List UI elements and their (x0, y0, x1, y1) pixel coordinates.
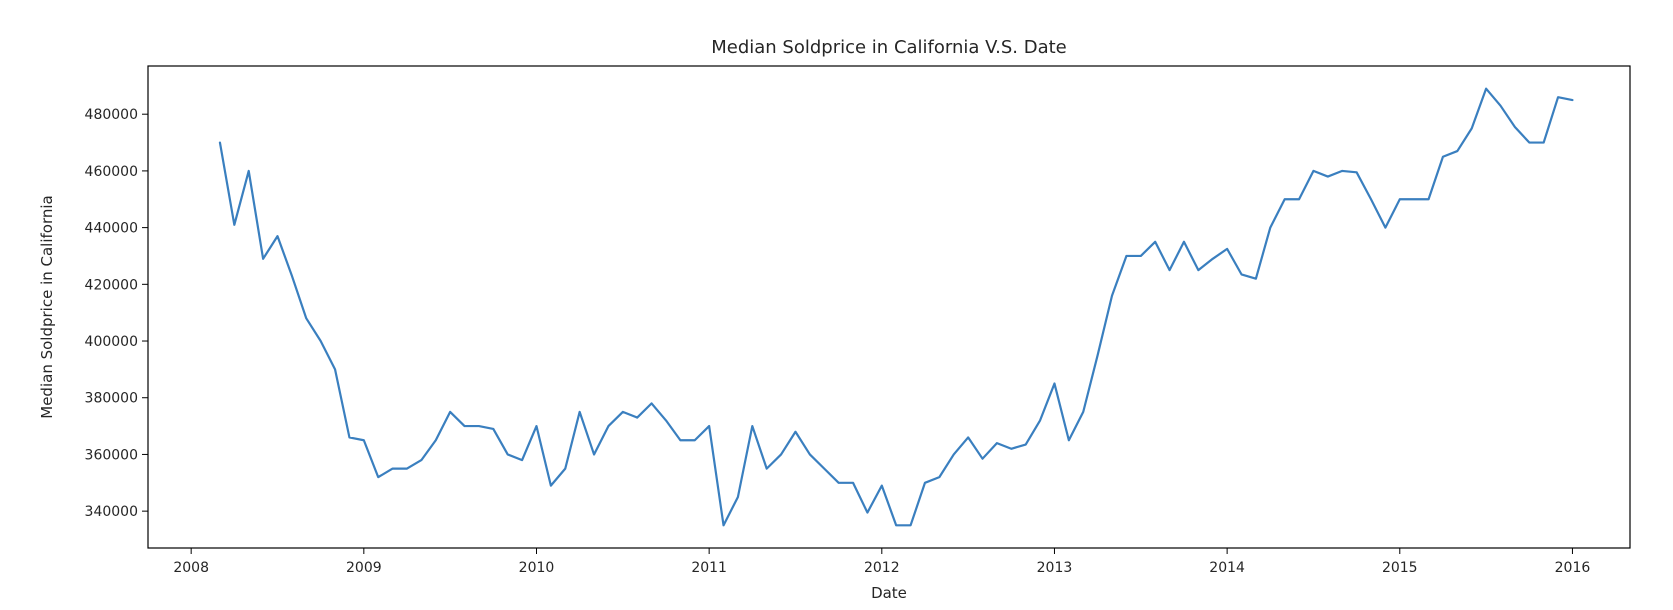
x-tick-label: 2015 (1382, 560, 1418, 576)
y-tick-label: 360000 (85, 447, 138, 463)
y-tick-label: 460000 (85, 164, 138, 180)
chart-title: Median Soldprice in California V.S. Date (711, 37, 1067, 58)
y-tick-label: 480000 (85, 107, 138, 123)
y-axis-label: Median Soldprice in California (38, 195, 56, 418)
x-tick-label: 2011 (691, 560, 727, 576)
x-tick-label: 2008 (173, 560, 209, 576)
x-tick-label: 2016 (1555, 560, 1591, 576)
x-axis-label: Date (871, 584, 907, 602)
y-tick-label: 340000 (85, 504, 138, 520)
plot-frame (147, 65, 1631, 549)
series-line (218, 87, 1574, 527)
x-axis-ticks: 2008 2009 2010 2011 2012 2013 2014 2015 2016 (173, 548, 1590, 576)
y-tick-label: 440000 (85, 221, 138, 237)
x-tick-label: 2014 (1209, 560, 1245, 576)
x-tick-label: 2009 (346, 560, 382, 576)
x-tick-label: 2013 (1037, 560, 1073, 576)
x-tick-label: 2012 (864, 560, 900, 576)
y-tick-label: 400000 (85, 334, 138, 350)
y-tick-label: 420000 (85, 277, 138, 293)
y-tick-label: 380000 (85, 391, 138, 407)
x-tick-label: 2010 (519, 560, 555, 576)
y-axis-ticks: 340000 360000 380000 400000 420000 440000 4600… (85, 107, 148, 520)
